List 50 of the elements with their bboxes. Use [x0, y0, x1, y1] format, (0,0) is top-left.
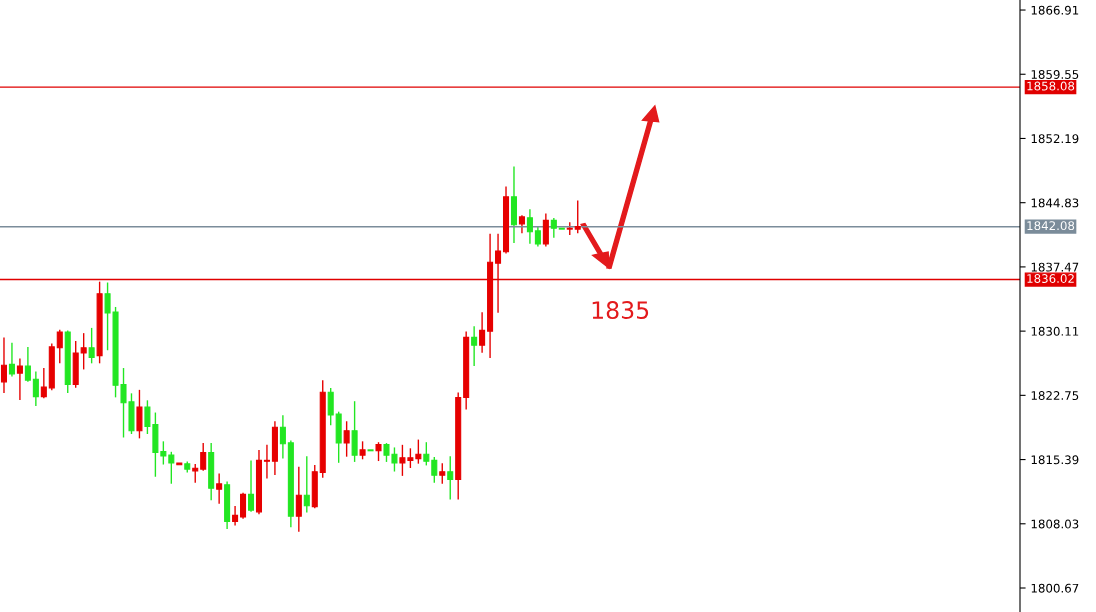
candlestick	[431, 457, 438, 483]
candlestick	[423, 442, 430, 466]
candlestick	[279, 415, 286, 459]
candlestick	[550, 217, 557, 238]
candlestick	[88, 327, 95, 364]
candlestick	[526, 209, 533, 244]
candlestick	[24, 347, 31, 382]
candlestick	[8, 342, 15, 377]
candlestick	[176, 462, 183, 466]
candlestick	[439, 463, 446, 484]
candlestick	[32, 371, 39, 407]
candlestick	[558, 227, 565, 230]
candlestick	[295, 466, 302, 532]
candlestick	[232, 505, 239, 526]
candlestick	[447, 456, 454, 500]
candlestick	[247, 460, 255, 512]
candlestick	[16, 358, 23, 400]
candlestick	[574, 200, 581, 234]
candlestick	[240, 492, 247, 519]
candlestick	[471, 326, 478, 366]
candlestick	[80, 333, 87, 370]
candlestick	[542, 213, 549, 247]
annotation: 1835	[592, 301, 649, 319]
ref-line-label: 1858.08	[1027, 81, 1075, 91]
candlestick	[216, 473, 223, 504]
candlestick	[479, 312, 486, 353]
y-tick-label: 1837.47	[1031, 262, 1079, 272]
candlestick	[263, 444, 270, 479]
y-tick-label: 1859.55	[1031, 69, 1079, 79]
candlestick	[534, 226, 541, 247]
y-tick-label: 1815.39	[1031, 455, 1079, 465]
y-tick-label: 1852.19	[1031, 134, 1079, 144]
y-tick-label: 1830.11	[1031, 326, 1079, 336]
candlestick	[303, 456, 310, 513]
y-tick-label: 1844.83	[1031, 198, 1079, 208]
ref-line-label: 1842.08	[1027, 221, 1075, 231]
candlestick	[56, 329, 63, 364]
candlestick	[0, 337, 8, 393]
candlestick	[168, 451, 175, 484]
y-tick-label: 1800.67	[1031, 583, 1079, 593]
y-tick-label: 1866.91	[1031, 5, 1079, 15]
y-tick-label: 1822.75	[1031, 391, 1079, 400]
y-tick-label: 1808.03	[1031, 519, 1079, 529]
candlestick	[136, 389, 143, 439]
candlestick	[327, 388, 334, 426]
candlestick	[200, 443, 207, 471]
candlestick	[343, 421, 350, 457]
candlestick	[367, 449, 374, 452]
candlestick	[40, 368, 47, 399]
ref-line-label: 1836.02	[1027, 274, 1074, 283]
